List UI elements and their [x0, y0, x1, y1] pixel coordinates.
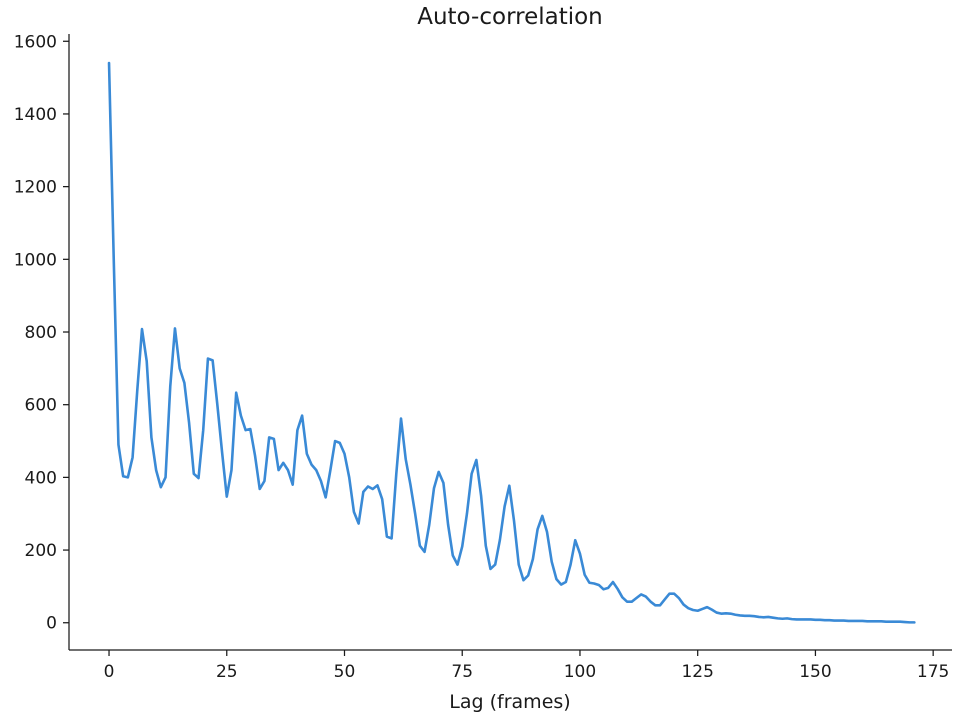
x-axis-title: Lag (frames) [449, 691, 570, 713]
plot-area [107, 61, 916, 624]
y-tick-label: 1200 [14, 178, 57, 198]
x-tick-label: 150 [799, 662, 831, 682]
y-tick-label: 0 [46, 614, 57, 634]
x-tick-label: 50 [334, 662, 356, 682]
y-tick-label: 1600 [14, 32, 57, 52]
y-tick-label: 400 [25, 468, 57, 488]
x-tick-label: 0 [104, 662, 115, 682]
x-tick-label: 25 [216, 662, 238, 682]
y-tick-label: 800 [25, 323, 57, 343]
x-tick-label: 175 [917, 662, 949, 682]
y-tick-label: 1000 [14, 250, 57, 270]
y-tick-label: 200 [25, 541, 57, 561]
x-tick-label: 75 [451, 662, 473, 682]
chart-title: Auto-correlation [417, 4, 603, 30]
autocorrelation-series-line [107, 61, 916, 624]
x-axis: 0 25 50 75 100 125 150 175 [69, 649, 952, 682]
y-tick-label: 1400 [14, 105, 57, 125]
y-tick-label: 600 [25, 396, 57, 416]
x-tick-label: 125 [681, 662, 713, 682]
x-tick-label: 100 [564, 662, 596, 682]
y-axis: 0 200 400 600 800 1000 1200 1400 1600 [14, 32, 70, 650]
